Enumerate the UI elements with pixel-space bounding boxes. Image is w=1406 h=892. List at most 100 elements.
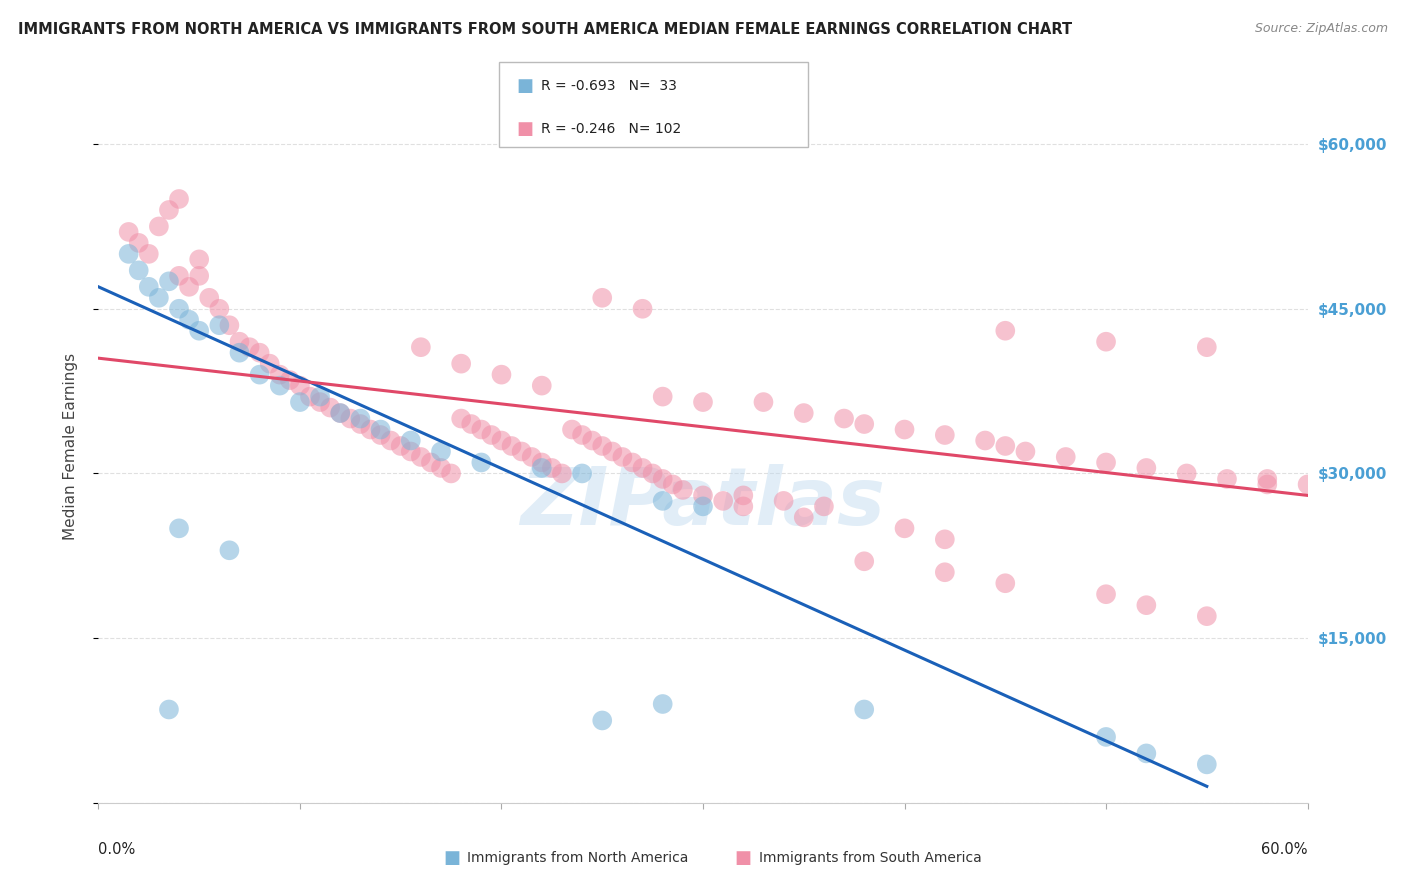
Point	[370, 428, 392, 442]
Point	[319, 401, 342, 415]
Point	[1095, 587, 1118, 601]
Point	[389, 439, 412, 453]
Point	[612, 450, 634, 464]
Point	[591, 291, 613, 305]
Point	[179, 312, 201, 326]
Point	[934, 533, 956, 547]
Point	[198, 291, 221, 305]
Point	[329, 406, 352, 420]
Point	[1195, 609, 1218, 624]
Point	[1195, 340, 1218, 354]
Point	[733, 488, 755, 502]
Text: ■: ■	[443, 849, 460, 867]
Point	[128, 263, 150, 277]
Point	[167, 301, 190, 316]
Point	[692, 488, 714, 502]
Point	[278, 373, 301, 387]
Point	[188, 324, 211, 338]
Text: ZIPatlas: ZIPatlas	[520, 464, 886, 542]
Point	[733, 500, 755, 514]
Point	[893, 423, 915, 437]
Point	[430, 444, 453, 458]
Point	[934, 428, 956, 442]
Point	[501, 439, 523, 453]
Point	[380, 434, 402, 448]
Point	[481, 428, 503, 442]
Point	[571, 428, 593, 442]
Point	[208, 318, 231, 333]
Point	[420, 455, 443, 469]
Point	[1195, 757, 1218, 772]
Point	[491, 434, 513, 448]
Point	[249, 345, 271, 359]
Point	[772, 494, 794, 508]
Point	[530, 461, 553, 475]
Point	[994, 439, 1017, 453]
Point	[631, 301, 654, 316]
Point	[288, 395, 311, 409]
Text: ■: ■	[516, 120, 533, 137]
Point	[591, 439, 613, 453]
Text: R = -0.693   N=  33: R = -0.693 N= 33	[541, 79, 678, 93]
Text: 60.0%: 60.0%	[1261, 842, 1308, 857]
Y-axis label: Median Female Earnings: Median Female Earnings	[63, 352, 77, 540]
Point	[1054, 450, 1077, 464]
Point	[470, 455, 492, 469]
Point	[440, 467, 463, 481]
Point	[510, 444, 533, 458]
Point	[530, 455, 553, 469]
Point	[813, 500, 835, 514]
Point	[460, 417, 482, 431]
Point	[491, 368, 513, 382]
Point	[399, 434, 422, 448]
Point	[409, 340, 432, 354]
Point	[118, 225, 141, 239]
Point	[259, 357, 281, 371]
Point	[651, 697, 673, 711]
Text: R = -0.246   N= 102: R = -0.246 N= 102	[541, 121, 682, 136]
Point	[430, 461, 453, 475]
Point	[148, 291, 170, 305]
Point	[157, 702, 180, 716]
Point	[309, 395, 332, 409]
Point	[591, 714, 613, 728]
Point	[602, 444, 624, 458]
Point	[138, 280, 160, 294]
Point	[1256, 472, 1278, 486]
Point	[651, 494, 673, 508]
Point	[1135, 747, 1157, 761]
Point	[288, 378, 311, 392]
Point	[934, 566, 956, 580]
Point	[1095, 455, 1118, 469]
Point	[793, 406, 815, 420]
Point	[188, 268, 211, 283]
Point	[299, 390, 322, 404]
Point	[138, 247, 160, 261]
Point	[167, 268, 190, 283]
Point	[1216, 472, 1239, 486]
Point	[1296, 477, 1319, 491]
Point	[832, 411, 855, 425]
Point	[360, 423, 382, 437]
Text: 0.0%: 0.0%	[98, 842, 135, 857]
Point	[188, 252, 211, 267]
Point	[228, 345, 250, 359]
Text: ■: ■	[734, 849, 751, 867]
Point	[641, 467, 664, 481]
Point	[711, 494, 734, 508]
Point	[752, 395, 775, 409]
Point	[853, 417, 876, 431]
Text: Source: ZipAtlas.com: Source: ZipAtlas.com	[1254, 22, 1388, 36]
Point	[561, 423, 583, 437]
Point	[551, 467, 574, 481]
Point	[157, 202, 180, 217]
Point	[1095, 334, 1118, 349]
Point	[349, 411, 371, 425]
Point	[239, 340, 262, 354]
Point	[672, 483, 695, 497]
Point	[692, 500, 714, 514]
Point	[167, 521, 190, 535]
Point	[409, 450, 432, 464]
Point	[1256, 477, 1278, 491]
Point	[1014, 444, 1036, 458]
